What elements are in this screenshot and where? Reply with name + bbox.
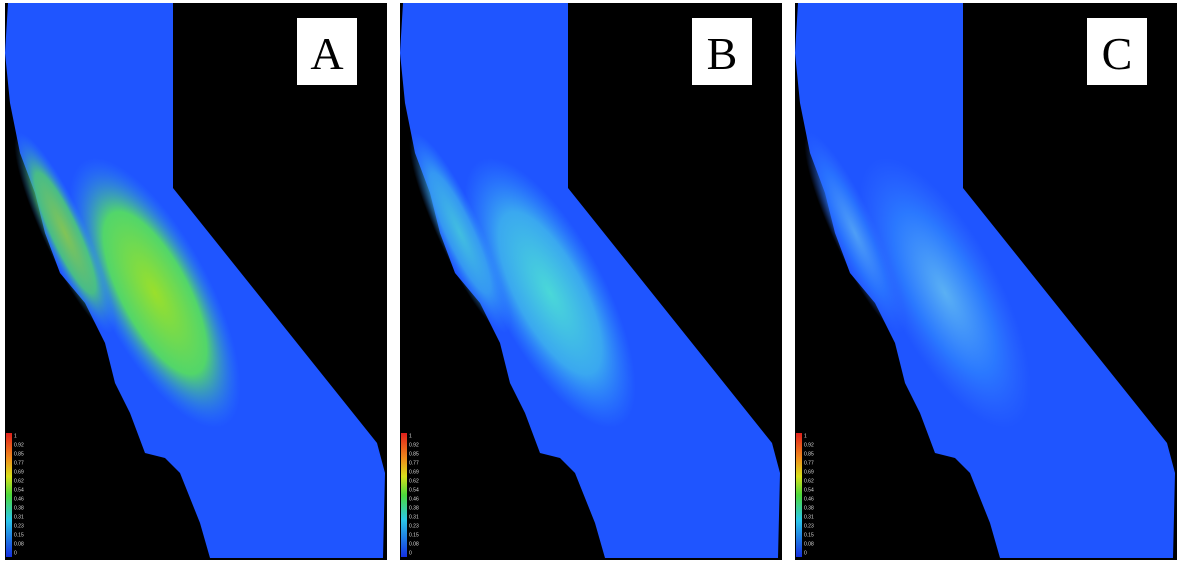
legend-label: 0.08 bbox=[409, 541, 419, 547]
legend-label: 0.69 bbox=[14, 469, 24, 475]
legend-label: 0.92 bbox=[804, 442, 814, 448]
legend-label: 0.92 bbox=[14, 442, 24, 448]
legend-label: 0.69 bbox=[804, 469, 814, 475]
legend-label: 0.08 bbox=[804, 541, 814, 547]
legend-label: 1 bbox=[409, 433, 412, 439]
legend-label: 0.62 bbox=[804, 478, 814, 484]
color-bar bbox=[796, 433, 802, 557]
legend-label: 0.85 bbox=[409, 451, 419, 457]
legend-label: 0.54 bbox=[409, 487, 419, 493]
legend-label: 0.77 bbox=[409, 460, 419, 466]
panel-label: A bbox=[310, 28, 343, 79]
legend-label: 0.31 bbox=[14, 514, 24, 520]
legend-label: 0.85 bbox=[14, 451, 24, 457]
label-box bbox=[1087, 18, 1147, 85]
legend-label: 0.46 bbox=[409, 496, 419, 502]
legend-label: 0.23 bbox=[14, 523, 24, 529]
map-panel: C 1 0.92 0.85 0.77 0.69 0.62 0.54 0.46 0.38 0.31 0.… bbox=[795, 3, 1177, 560]
legend-label: 0 bbox=[409, 550, 412, 556]
legend-label: 0.62 bbox=[409, 478, 419, 484]
legend-label: 0.77 bbox=[14, 460, 24, 466]
legend-label: 1 bbox=[804, 433, 807, 439]
map-panel: B 1 0.92 0.85 0.77 0.69 0.62 0.54 0.46 0.38 0.31 0.… bbox=[400, 3, 782, 560]
legend-label: 0.38 bbox=[409, 505, 419, 511]
valley-highlight bbox=[859, 158, 1031, 428]
coast-highlight bbox=[409, 132, 511, 334]
legend-label: 0.31 bbox=[804, 514, 814, 520]
map-panel: A 1 0.92 0.85 0.77 0.69 0.62 0.54 0.46 0.38 0.31 0.… bbox=[5, 3, 387, 560]
panel-label: B bbox=[707, 28, 738, 79]
color-bar bbox=[401, 433, 407, 557]
legend-label: 1 bbox=[14, 433, 17, 439]
legend-label: 0.85 bbox=[804, 451, 814, 457]
legend-label: 0.31 bbox=[409, 514, 419, 520]
legend-label: 0.08 bbox=[14, 541, 24, 547]
legend-label: 0.54 bbox=[804, 487, 814, 493]
legend-label: 0.69 bbox=[409, 469, 419, 475]
legend-label: 0.92 bbox=[409, 442, 419, 448]
coast-highlight bbox=[14, 132, 116, 334]
legend-label: 0 bbox=[14, 550, 17, 556]
legend-label: 0.38 bbox=[804, 505, 814, 511]
legend-label: 0.54 bbox=[14, 487, 24, 493]
coast-highlight bbox=[804, 132, 906, 334]
panel-label: C bbox=[1102, 28, 1133, 79]
legend-label: 0.23 bbox=[804, 523, 814, 529]
valley-highlight bbox=[464, 158, 636, 428]
color-bar bbox=[6, 433, 12, 557]
label-box bbox=[297, 18, 357, 85]
label-box bbox=[692, 18, 752, 85]
legend-label: 0.46 bbox=[804, 496, 814, 502]
legend-label: 0.77 bbox=[804, 460, 814, 466]
legend-label: 0.46 bbox=[14, 496, 24, 502]
legend-label: 0.23 bbox=[409, 523, 419, 529]
legend-label: 0.15 bbox=[804, 532, 814, 538]
legend-label: 0 bbox=[804, 550, 807, 556]
legend-label: 0.38 bbox=[14, 505, 24, 511]
legend-label: 0.62 bbox=[14, 478, 24, 484]
legend-label: 0.15 bbox=[409, 532, 419, 538]
valley-highlight bbox=[69, 158, 241, 428]
legend-label: 0.15 bbox=[14, 532, 24, 538]
